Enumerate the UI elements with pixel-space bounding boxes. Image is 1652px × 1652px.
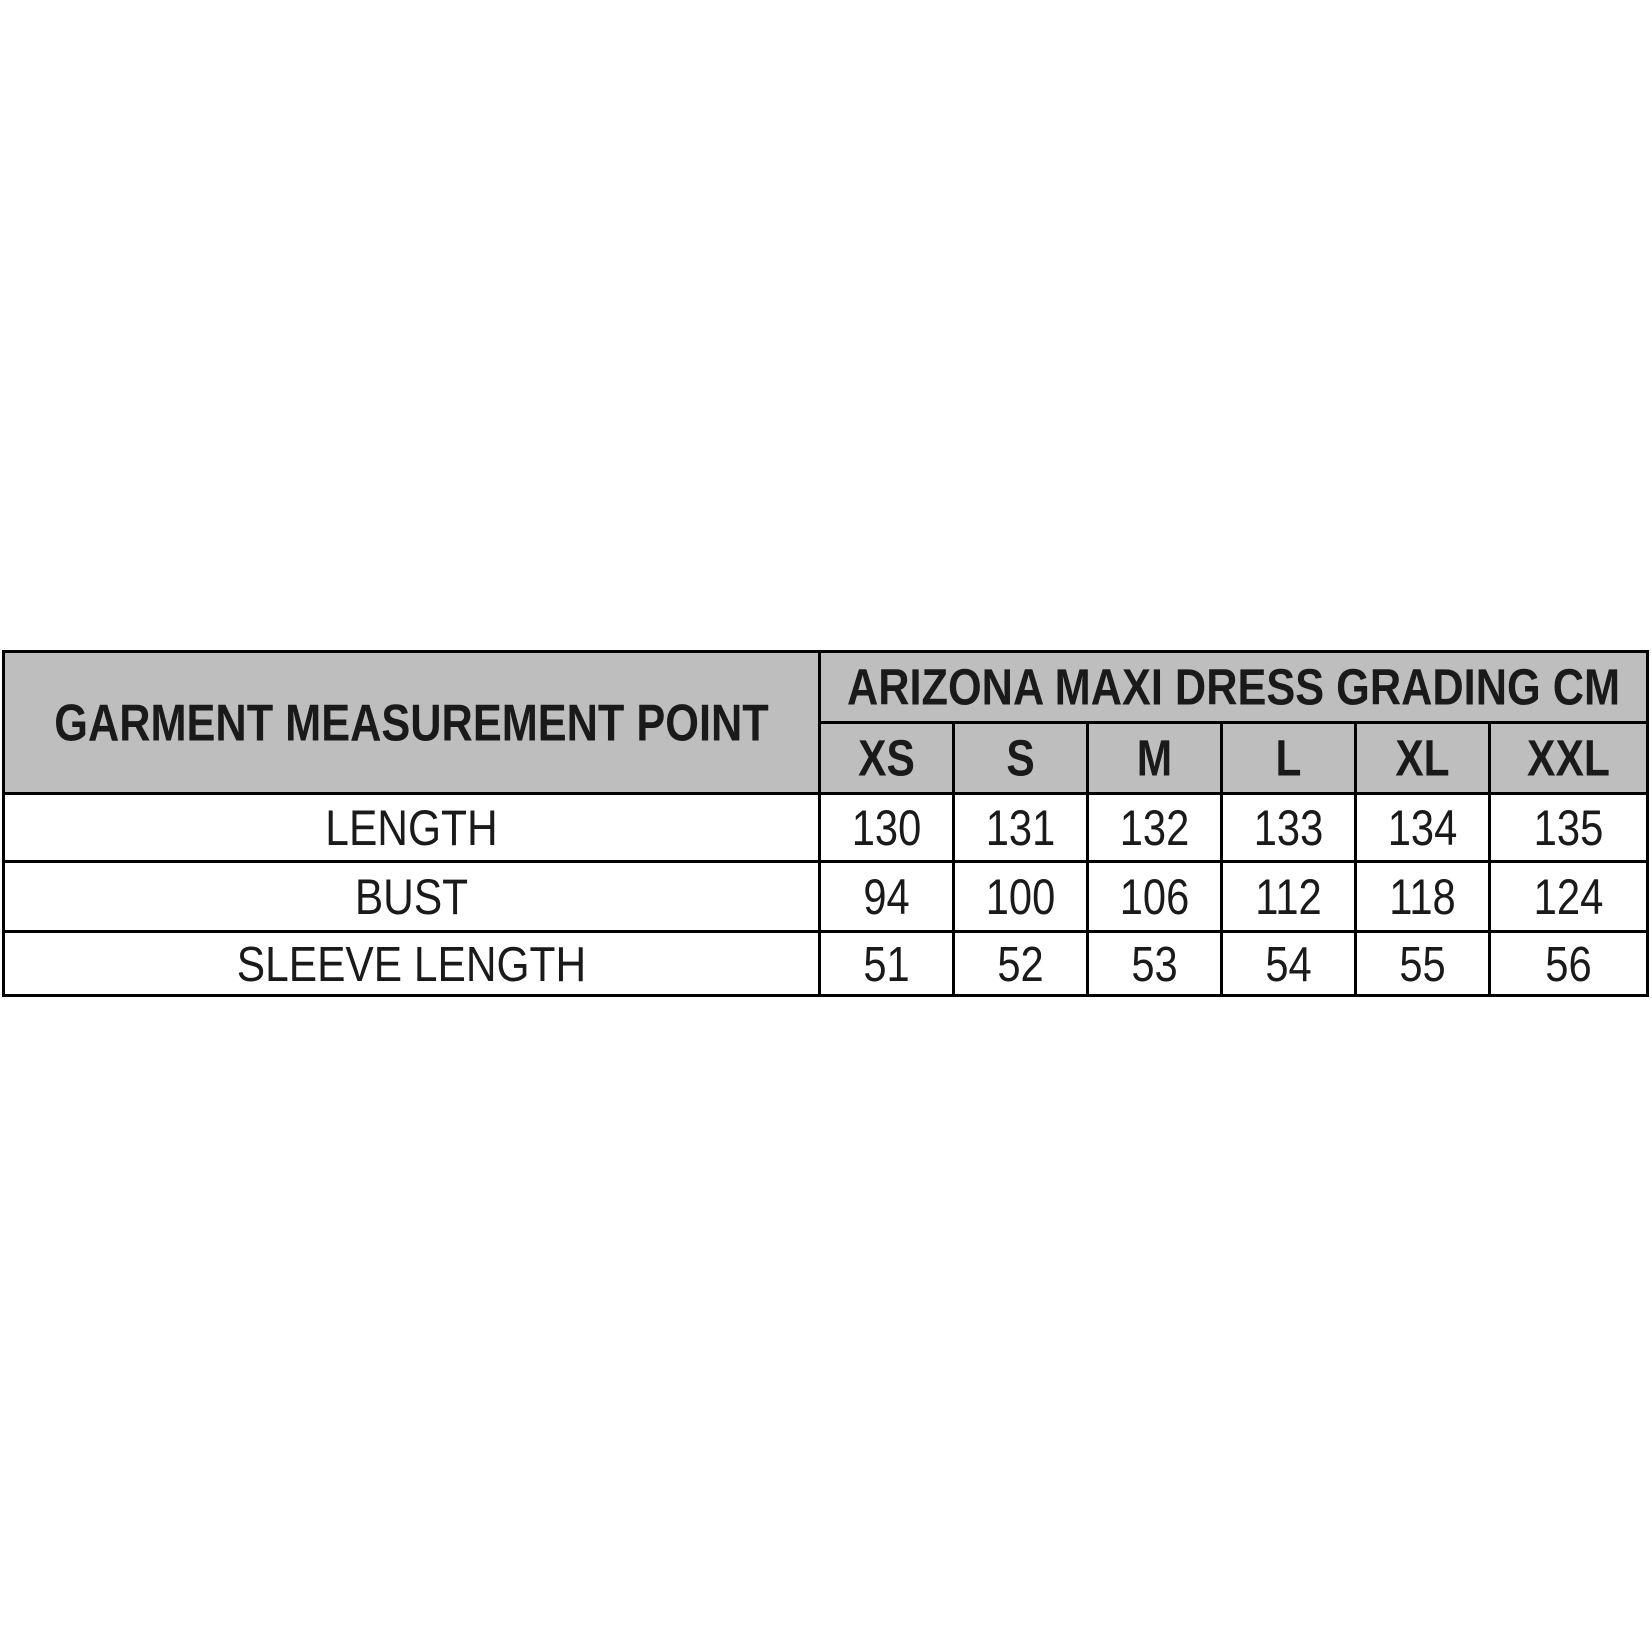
- svg-text:S: S: [1006, 730, 1034, 786]
- svg-text:54: 54: [1265, 936, 1311, 991]
- svg-text:112: 112: [1255, 868, 1321, 924]
- svg-text:135: 135: [1534, 799, 1604, 855]
- svg-text:L: L: [1276, 730, 1302, 786]
- svg-text:51: 51: [863, 936, 909, 991]
- svg-text:LENGTH: LENGTH: [325, 800, 497, 856]
- svg-text:100: 100: [986, 868, 1056, 924]
- svg-text:53: 53: [1131, 936, 1177, 991]
- svg-text:134: 134: [1388, 799, 1458, 855]
- svg-text:ARIZONA MAXI DRESS GRADING CM: ARIZONA MAXI DRESS GRADING CM: [847, 659, 1620, 716]
- svg-text:55: 55: [1399, 936, 1445, 991]
- svg-text:BUST: BUST: [355, 869, 468, 925]
- svg-text:56: 56: [1545, 936, 1592, 992]
- svg-text:132: 132: [1120, 799, 1190, 855]
- svg-text:131: 131: [986, 799, 1056, 855]
- svg-text:133: 133: [1254, 799, 1324, 855]
- svg-text:XL: XL: [1395, 730, 1449, 786]
- svg-text:XXL: XXL: [1527, 729, 1610, 786]
- svg-text:94: 94: [863, 868, 909, 924]
- svg-text:M: M: [1137, 730, 1172, 786]
- svg-text:124: 124: [1534, 868, 1604, 924]
- svg-text:SLEEVE LENGTH: SLEEVE LENGTH: [237, 936, 586, 992]
- svg-text:106: 106: [1120, 868, 1190, 924]
- svg-text:118: 118: [1389, 868, 1455, 924]
- svg-text:XS: XS: [858, 730, 915, 786]
- svg-text:52: 52: [997, 936, 1043, 991]
- svg-text:130: 130: [852, 799, 922, 855]
- svg-text:GARMENT MEASUREMENT POINT: GARMENT MEASUREMENT POINT: [54, 695, 768, 752]
